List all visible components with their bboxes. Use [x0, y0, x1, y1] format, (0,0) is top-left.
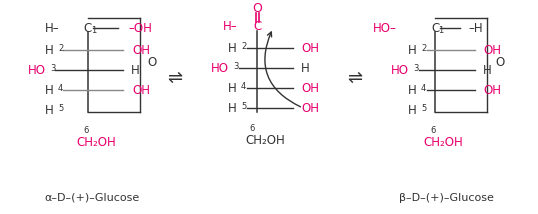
Text: O: O	[147, 55, 157, 68]
Text: H: H	[301, 61, 310, 74]
Text: –OH: –OH	[128, 21, 152, 34]
Text: 4: 4	[58, 84, 63, 93]
Text: H: H	[131, 64, 140, 76]
Text: 1: 1	[91, 26, 96, 35]
Text: 3: 3	[413, 64, 419, 73]
Text: 5: 5	[421, 104, 426, 113]
Text: CH₂OH: CH₂OH	[76, 135, 116, 149]
Text: 4: 4	[241, 82, 246, 91]
Text: ⇌: ⇌	[167, 69, 182, 87]
Text: OH: OH	[132, 43, 150, 56]
Text: 4: 4	[421, 84, 426, 93]
Text: ⇌: ⇌	[348, 69, 363, 87]
FancyArrowPatch shape	[265, 32, 301, 107]
Text: 3: 3	[50, 64, 55, 73]
Text: 2: 2	[421, 44, 426, 53]
Text: HO: HO	[391, 64, 409, 76]
Text: H–: H–	[45, 21, 60, 34]
Text: α–D–(+)–Glucose: α–D–(+)–Glucose	[44, 193, 140, 203]
Text: H: H	[45, 83, 54, 97]
Text: H: H	[45, 104, 54, 116]
Text: β–D–(+)–Glucose: β–D–(+)–Glucose	[399, 193, 493, 203]
Text: OH: OH	[301, 42, 319, 55]
Text: H: H	[483, 64, 492, 76]
Text: H: H	[408, 104, 417, 116]
Text: OH: OH	[132, 83, 150, 97]
Text: 6: 6	[83, 126, 88, 135]
Text: OH: OH	[483, 83, 501, 97]
Text: CH₂OH: CH₂OH	[245, 134, 285, 147]
Text: 5: 5	[58, 104, 63, 113]
Text: OH: OH	[301, 82, 319, 95]
Text: O: O	[252, 1, 262, 15]
Text: H: H	[408, 43, 417, 56]
Text: 6: 6	[249, 124, 254, 133]
Text: 5: 5	[241, 102, 246, 111]
Text: HO: HO	[211, 61, 229, 74]
Text: H: H	[228, 82, 237, 95]
Text: –H: –H	[468, 21, 483, 34]
Text: OH: OH	[483, 43, 501, 56]
Text: C: C	[84, 21, 92, 34]
Text: HO: HO	[28, 64, 46, 76]
Text: OH: OH	[301, 101, 319, 114]
Text: 1: 1	[438, 26, 443, 35]
Text: C: C	[431, 21, 439, 34]
Text: O: O	[495, 55, 505, 68]
Text: HO–: HO–	[373, 21, 397, 34]
Text: 2: 2	[241, 42, 246, 51]
Text: H: H	[228, 101, 237, 114]
Text: 2: 2	[58, 44, 63, 53]
Text: H: H	[228, 42, 237, 55]
Text: 6: 6	[430, 126, 435, 135]
Text: H–: H–	[222, 19, 237, 33]
Text: H: H	[45, 43, 54, 56]
Text: CH₂OH: CH₂OH	[423, 135, 463, 149]
Text: C: C	[253, 19, 261, 33]
Text: H: H	[408, 83, 417, 97]
Text: 3: 3	[233, 62, 238, 71]
